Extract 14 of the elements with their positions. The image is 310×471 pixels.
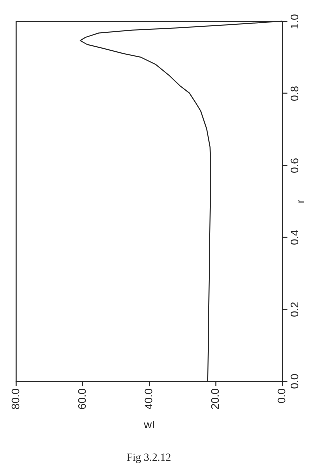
y-tick-label: 0.4 bbox=[290, 230, 302, 246]
x-axis-title: wI bbox=[143, 420, 155, 432]
y-tick-label: 0.2 bbox=[290, 302, 302, 318]
y-axis-title: r bbox=[296, 200, 308, 204]
caption: Fig 3.2.12 bbox=[126, 452, 172, 464]
y-tick-label: 1.0 bbox=[290, 14, 302, 30]
x-tick-label: 20.0 bbox=[210, 388, 222, 410]
x-tick-label: 60.0 bbox=[76, 388, 89, 410]
x-tick-label: 0.0 bbox=[276, 388, 289, 404]
y-tick-label: 0.0 bbox=[290, 374, 302, 390]
x-tick-label: 40.0 bbox=[144, 388, 156, 410]
y-tick-label: 0.8 bbox=[290, 86, 302, 102]
x-tick-label: 80.0 bbox=[10, 388, 22, 410]
y-tick-label: 0.6 bbox=[290, 158, 302, 174]
